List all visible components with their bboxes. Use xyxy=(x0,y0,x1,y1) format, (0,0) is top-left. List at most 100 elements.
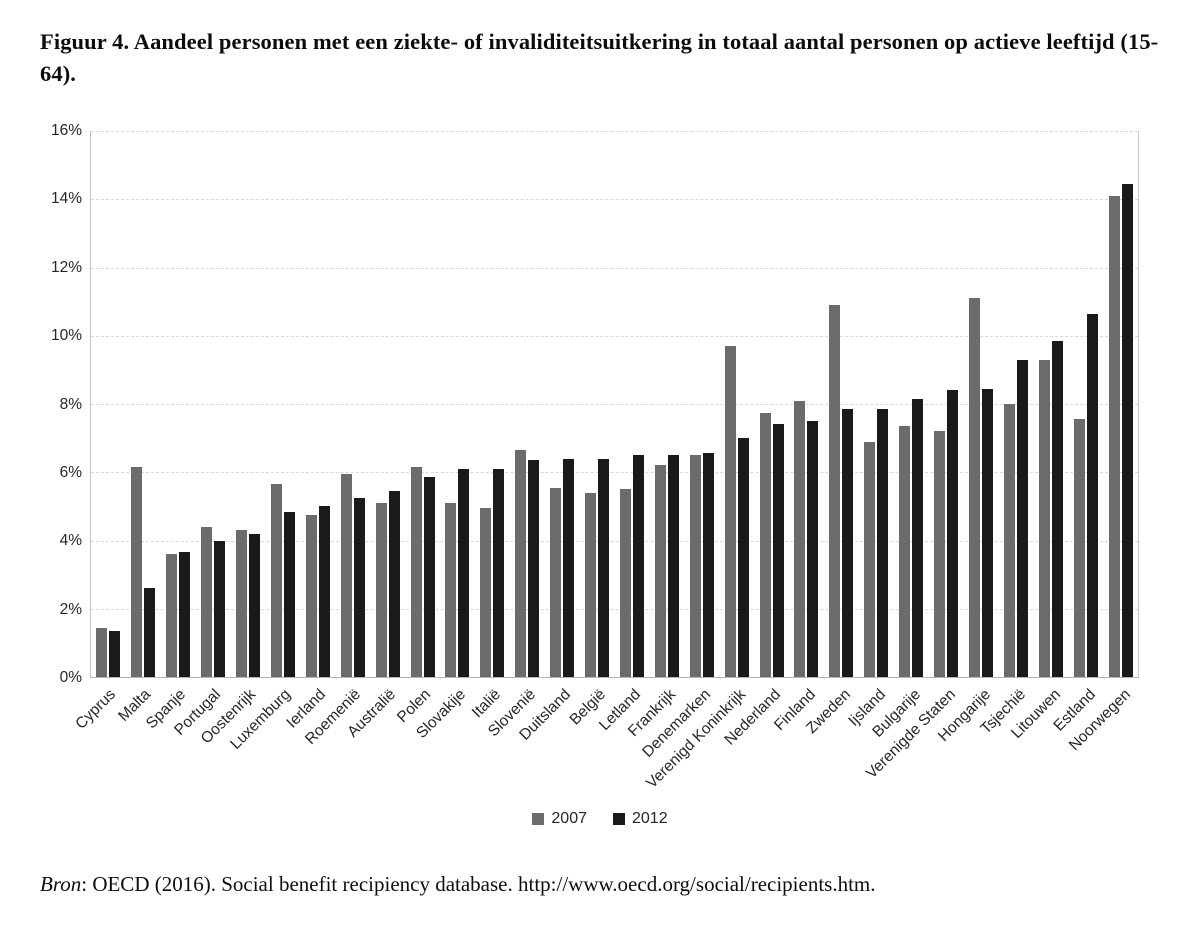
legend-item-2007: 2007 xyxy=(532,810,587,828)
source-label: Bron xyxy=(40,872,82,896)
bar-2012-portugal xyxy=(214,540,226,677)
bar-group-12 xyxy=(510,131,545,677)
y-tick-label-16pct: 16% xyxy=(50,122,82,139)
bar-2012-duitsland xyxy=(563,458,575,677)
bar-2007-portugal xyxy=(201,526,213,677)
bar-group-5 xyxy=(266,131,301,677)
bar-2012-zweden xyxy=(842,409,854,677)
bar-group-25 xyxy=(964,131,999,677)
bar-2007-litouwen xyxy=(1038,359,1050,677)
bar-2012-roemenië xyxy=(353,497,365,677)
bar-group-28 xyxy=(1068,131,1103,677)
bar-2012-verenigde-staten xyxy=(947,390,959,677)
bar-group-8 xyxy=(370,131,405,677)
bar-2007-spanje xyxy=(166,554,178,677)
bar-2007-belgië xyxy=(585,492,597,677)
bar-2007-malta xyxy=(131,467,143,677)
gridline-6pct xyxy=(91,472,1138,474)
bar-2007-verenigd-koninkrijk xyxy=(724,346,736,677)
bar-2007-finland xyxy=(794,400,806,677)
bar-group-10 xyxy=(440,131,475,677)
bar-group-13 xyxy=(545,131,580,677)
source-line: Bron: OECD (2016). Social benefit recipi… xyxy=(40,872,1170,897)
bar-2007-cyprus xyxy=(96,627,108,677)
bar-group-15 xyxy=(615,131,650,677)
bar-2007-tsjechië xyxy=(1003,404,1015,677)
bar-2012-cyprus xyxy=(109,630,121,677)
bar-2012-italië xyxy=(493,468,505,677)
bar-2007-frankrijk xyxy=(654,465,666,677)
bar-2012-oostenrijk xyxy=(249,533,261,677)
bar-group-6 xyxy=(300,131,335,677)
bar-2007-ierland xyxy=(305,514,317,677)
bar-group-7 xyxy=(335,131,370,677)
bar-group-20 xyxy=(789,131,824,677)
bar-group-17 xyxy=(684,131,719,677)
y-tick-label-0pct: 0% xyxy=(59,669,82,686)
bar-2012-spanje xyxy=(179,552,191,677)
bar-2012-polen xyxy=(423,477,435,677)
bar-2007-bulgarije xyxy=(899,426,911,677)
bar-2012-slovakije xyxy=(458,468,470,677)
legend: 2007 2012 xyxy=(0,810,1200,828)
plot-area xyxy=(90,131,1139,678)
bar-2012-denemarken xyxy=(702,453,714,677)
bar-2012-luxemburg xyxy=(283,511,295,677)
legend-swatch-2012 xyxy=(613,813,625,825)
bar-2012-ierland xyxy=(318,506,330,677)
bar-2007-denemarken xyxy=(689,455,701,677)
bar-group-2 xyxy=(161,131,196,677)
gridline-2pct xyxy=(91,608,1138,610)
bar-2012-belgië xyxy=(598,458,610,677)
bar-2012-nederland xyxy=(772,424,784,677)
y-tick-label-8pct: 8% xyxy=(59,395,82,413)
legend-label-2007: 2007 xyxy=(551,810,587,827)
bar-2007-noorwegen xyxy=(1108,195,1120,677)
bar-2007-slovakije xyxy=(445,502,457,677)
gridline-12pct xyxy=(91,267,1138,269)
bar-2012-verenigd-koninkrijk xyxy=(737,438,749,677)
bar-group-26 xyxy=(998,131,1033,677)
bar-2012-australië xyxy=(388,491,400,677)
legend-swatch-2007 xyxy=(532,813,545,825)
bar-2012-frankrijk xyxy=(667,455,679,677)
bar-2012-bulgarije xyxy=(912,398,924,677)
bar-2007-oostenrijk xyxy=(236,530,248,677)
legend-label-2012: 2012 xyxy=(632,810,668,827)
gridline-8pct xyxy=(91,404,1138,405)
bar-group-29 xyxy=(1103,131,1138,677)
x-axis-labels: Cyprus Malta Spanje Portugal Oostenrijk Luxem… xyxy=(73,682,1139,802)
gridline-10pct xyxy=(91,335,1138,337)
bar-2012-estland xyxy=(1086,313,1098,677)
y-tick-label-4pct: 4% xyxy=(59,532,82,550)
bar-2012-ijsland xyxy=(877,409,889,677)
y-tick-label-12pct: 12% xyxy=(50,258,82,276)
bar-2012-litouwen xyxy=(1051,340,1063,677)
bar-2012-malta xyxy=(144,588,156,677)
bar-group-23 xyxy=(894,131,929,677)
legend-item-2012: 2012 xyxy=(613,810,668,828)
bar-group-11 xyxy=(475,131,510,677)
bar-2007-estland xyxy=(1073,419,1085,677)
bar-2012-finland xyxy=(807,421,819,677)
bar-2007-hongarije xyxy=(968,298,980,677)
bar-group-27 xyxy=(1033,131,1068,677)
source-text: : OECD (2016). Social benefit recipiency… xyxy=(81,872,876,896)
bar-2007-australië xyxy=(375,502,387,677)
bar-2012-hongarije xyxy=(981,388,993,677)
bar-2012-tsjechië xyxy=(1016,359,1028,677)
bar-group-22 xyxy=(859,131,894,677)
bar-group-1 xyxy=(126,131,161,677)
bar-group-4 xyxy=(231,131,266,677)
bar-group-24 xyxy=(929,131,964,677)
bar-group-9 xyxy=(405,131,440,677)
bar-group-21 xyxy=(824,131,859,677)
bar-2012-slovenië xyxy=(528,460,540,677)
bar-2007-letland xyxy=(619,489,631,677)
bar-2007-italië xyxy=(480,508,492,677)
bar-group-14 xyxy=(580,131,615,677)
bar-2007-luxemburg xyxy=(270,484,282,677)
gridline-4pct xyxy=(91,540,1138,542)
bar-group-0 xyxy=(91,131,126,677)
bar-group-3 xyxy=(196,131,231,677)
